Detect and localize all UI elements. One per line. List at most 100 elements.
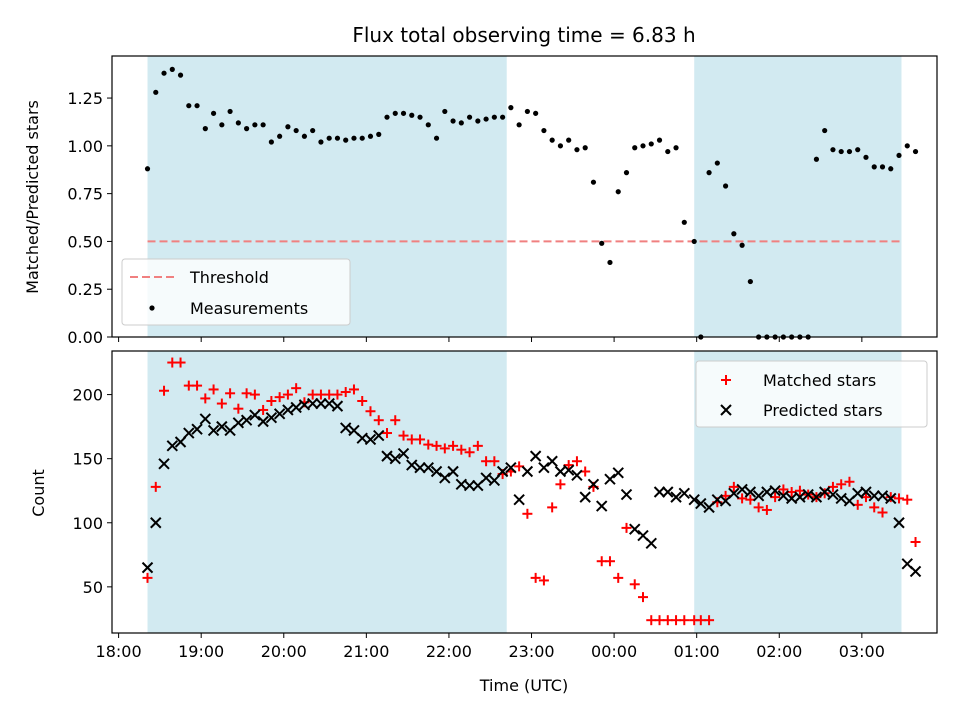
predicted-star-point — [670, 491, 682, 503]
measurement-point — [210, 110, 217, 116]
measurement-point — [549, 137, 555, 143]
predicted-star-point — [579, 491, 591, 503]
measurement-point — [524, 108, 530, 115]
predicted-star-point — [529, 450, 542, 462]
matched-star-point — [877, 507, 888, 518]
predicted-star-point — [199, 413, 212, 425]
predicted-star-point — [480, 472, 492, 484]
predicted-star-point — [273, 408, 286, 420]
measurement-point — [343, 137, 349, 143]
measurement-point — [691, 238, 697, 245]
legend-measurement-label: Measurements — [190, 299, 308, 318]
bottom-legend: Matched stars Predicted stars — [695, 360, 928, 428]
matched-star-point — [249, 389, 260, 400]
matched-star-point — [629, 579, 640, 590]
y-tick-label: 1.00 — [67, 137, 103, 156]
measurement-point — [640, 143, 646, 149]
measurement-point — [392, 110, 398, 116]
matched-star-point — [778, 484, 789, 495]
matched-star-point — [472, 440, 483, 451]
matched-star-point — [679, 615, 690, 626]
measurement-point — [367, 133, 374, 139]
measurement-point — [747, 278, 753, 285]
matched-star-point — [291, 383, 302, 394]
measurement-point — [161, 70, 167, 76]
measurement-point — [491, 114, 497, 120]
matched-star-point — [761, 504, 772, 515]
matched-star-point — [373, 415, 384, 426]
shaded-span — [147, 351, 507, 633]
predicted-star-point — [818, 486, 831, 498]
legend-measurement-swatch — [149, 305, 155, 311]
top-legend: Threshold Measurements — [121, 258, 351, 326]
matched-star-point — [439, 443, 450, 454]
matched-star-point — [514, 461, 525, 472]
predicted-star-point — [596, 500, 608, 512]
predicted-star-point — [364, 433, 377, 446]
legend-matched-label: Matched stars — [763, 371, 876, 390]
measurement-point — [186, 103, 192, 109]
predicted-star-point — [207, 424, 220, 437]
bottom-y-axis-label: Count — [29, 469, 48, 517]
predicted-star-point — [587, 478, 600, 491]
predicted-star-point — [496, 465, 509, 478]
measurement-point — [912, 148, 919, 155]
measurement-point — [442, 108, 448, 115]
matched-star-point — [704, 615, 715, 626]
measurement-point — [508, 105, 514, 111]
measurement-point — [475, 118, 481, 124]
legend-predicted-label: Predicted stars — [763, 401, 883, 420]
measurement-point — [846, 148, 853, 155]
matched-star-point — [142, 572, 153, 583]
measurement-point — [194, 103, 200, 109]
matched-star-point — [159, 385, 170, 396]
measurement-point — [384, 114, 390, 120]
matched-star-point — [770, 492, 781, 503]
matched-star-point — [464, 447, 475, 458]
predicted-star-point — [521, 465, 534, 478]
x-tick-label: 19:00 — [178, 642, 224, 661]
predicted-star-point — [323, 397, 335, 410]
matched-star-point — [456, 444, 467, 455]
y-tick-label: 0.25 — [67, 280, 103, 299]
measurement-point — [318, 139, 324, 145]
measurement-point — [153, 89, 159, 95]
matched-star-point — [423, 439, 434, 450]
measurement-point — [904, 143, 910, 149]
predicted-star-point — [447, 465, 459, 478]
predicted-star-point — [513, 493, 525, 506]
legend-box — [695, 360, 928, 428]
matched-star-point — [547, 502, 558, 513]
predicted-star-point — [158, 458, 170, 470]
legend-matched-swatch — [721, 375, 731, 385]
predicted-star-point — [688, 493, 700, 506]
predicted-star-point — [645, 537, 657, 549]
bottom-axes: 50 100 150 200 18:00 19:00 20:00 21:00 22:00 23:0… — [72, 350, 938, 661]
matched-star-point — [365, 406, 376, 417]
matched-star-point — [827, 481, 838, 492]
matched-star-point — [563, 460, 574, 471]
measurement-point — [252, 122, 258, 128]
matched-star-point — [555, 479, 566, 490]
measurement-point — [557, 143, 564, 149]
predicted-star-point — [546, 455, 558, 467]
measurement-point — [822, 127, 828, 134]
measurement-point — [838, 148, 844, 155]
measurement-point — [351, 135, 357, 141]
measurement-point — [574, 147, 580, 153]
matched-star-point — [216, 398, 227, 409]
matched-star-point — [571, 456, 582, 467]
predicted-star-point — [406, 459, 418, 471]
measurement-point — [879, 164, 886, 170]
predicted-star-point — [389, 452, 401, 465]
top-y-axis-label: Matched/Predicted stars — [23, 100, 42, 294]
x-tick-label: 23:00 — [508, 642, 554, 661]
y-tick-label: 100 — [72, 514, 103, 533]
measurement-point — [582, 145, 588, 151]
measurement-point — [285, 124, 291, 130]
measurement-point — [731, 231, 737, 237]
x-tick-label: 00:00 — [591, 642, 637, 661]
measurement-point — [244, 126, 250, 132]
matched-star-point — [753, 502, 764, 513]
x-tick-label: 01:00 — [674, 642, 720, 661]
